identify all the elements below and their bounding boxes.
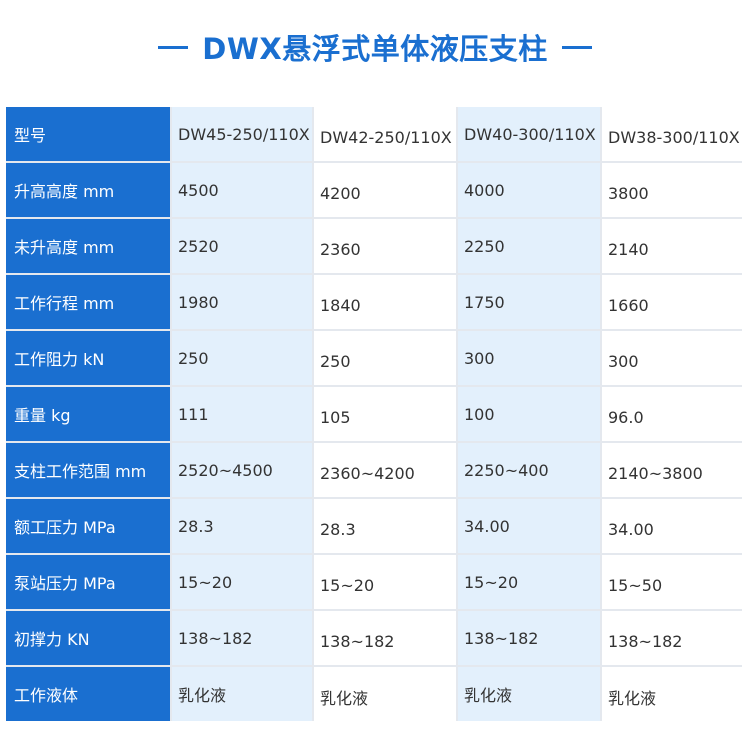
table-cell: 138~182 [602,611,742,665]
table-cell: 4500 [172,163,312,217]
row-header: 初撑力 KN [6,611,170,665]
table-cell: DW40-300/110X [458,107,600,161]
table-cell: 250 [172,331,312,385]
spec-table: 型号 DW45-250/110X DW42-250/110X DW40-300/110… [6,107,742,721]
row-header: 重量 kg [6,387,170,441]
table-cell: 3800 [602,163,742,217]
table-cell: 138~182 [458,611,600,665]
table-cell: 28.3 [172,499,312,553]
row-header: 工作行程 mm [6,275,170,329]
row-header: 未升高度 mm [6,219,170,273]
table-cell: 2250~400 [458,443,600,497]
table-cell: 100 [458,387,600,441]
table-cell: 2140 [602,219,742,273]
title-dash [158,45,189,49]
table-cell: 乳化液 [314,667,456,721]
table-cell: 1660 [602,275,742,329]
table-cell: 1980 [172,275,312,329]
table-cell: 34.00 [458,499,600,553]
table-cell: DW42-250/110X [314,107,456,161]
row-header: 升高高度 mm [6,163,170,217]
row-header: 型号 [6,107,170,161]
table-cell: DW38-300/110X [602,107,742,161]
table-cell: 138~182 [314,611,456,665]
table-cell: 1840 [314,275,456,329]
table-cell: 1750 [458,275,600,329]
row-header: 泵站压力 MPa [6,555,170,609]
row-header: 额工压力 MPa [6,499,170,553]
table-cell: 111 [172,387,312,441]
table-cell: 34.00 [602,499,742,553]
table-cell: 2360 [314,219,456,273]
table-cell: 250 [314,331,456,385]
table-cell: 300 [602,331,742,385]
table-cell: 2250 [458,219,600,273]
table-cell: 2520 [172,219,312,273]
table-cell: 乳化液 [602,667,742,721]
title: DWX悬浮式单体液压支柱 [202,32,548,66]
table-cell: 15~20 [172,555,312,609]
row-header: 工作液体 [6,667,170,721]
table-cell: 2360~4200 [314,443,456,497]
table-cell: 138~182 [172,611,312,665]
table-cell: 15~20 [314,555,456,609]
table-cell: 15~50 [602,555,742,609]
table-cell: 300 [458,331,600,385]
title-bar: DWX悬浮式单体液压支柱 [0,22,750,72]
title-dash [561,45,592,49]
table-cell: 2140~3800 [602,443,742,497]
table-cell: 2520~4500 [172,443,312,497]
row-header: 支柱工作范围 mm [6,443,170,497]
table-cell: 乳化液 [172,667,312,721]
table-cell: 96.0 [602,387,742,441]
table-cell: 105 [314,387,456,441]
table-cell: 4200 [314,163,456,217]
table-cell: 乳化液 [458,667,600,721]
table-cell: DW45-250/110X [172,107,312,161]
table-cell: 28.3 [314,499,456,553]
row-header: 工作阻力 kN [6,331,170,385]
table-cell: 4000 [458,163,600,217]
table-cell: 15~20 [458,555,600,609]
